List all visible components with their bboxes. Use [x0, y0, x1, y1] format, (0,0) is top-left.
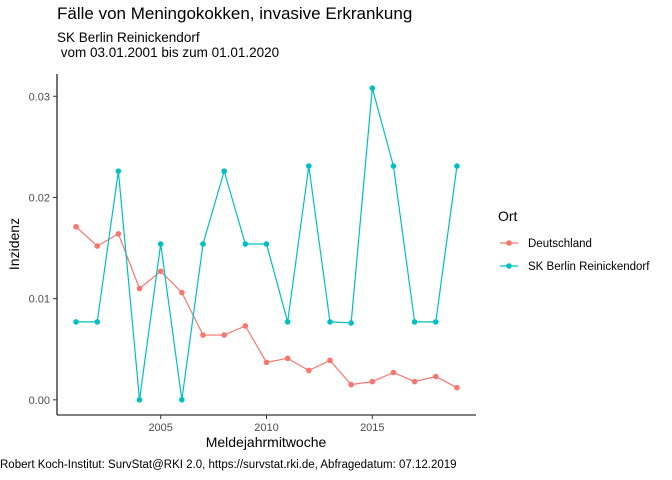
- data-point: [348, 381, 354, 388]
- source-caption: Robert Koch-Institut: SurvStat@RKI 2.0, …: [0, 459, 457, 471]
- legend-label: Deutschland: [528, 238, 592, 250]
- data-point: [73, 319, 79, 325]
- data-point: [411, 378, 418, 385]
- legend-key-point: [506, 263, 512, 269]
- data-point: [200, 241, 206, 247]
- data-point: [348, 320, 354, 326]
- x-tick-label: 2005: [148, 422, 172, 434]
- data-point: [157, 268, 164, 275]
- data-point: [369, 378, 376, 385]
- data-point: [73, 223, 79, 230]
- data-point: [179, 289, 185, 296]
- data-point: [306, 163, 312, 169]
- data-point: [390, 369, 397, 376]
- y-tick-label: 0.00: [29, 395, 50, 407]
- data-point: [94, 243, 101, 249]
- data-point: [454, 163, 460, 169]
- axes: 0.00 0.01 0.02 0.03 2005 2010 2015: [29, 74, 476, 434]
- data-point: [411, 319, 418, 325]
- data-point: [454, 384, 460, 391]
- x-axis-title: Meldejahrmitwoche: [206, 434, 327, 450]
- data-point: [263, 241, 270, 247]
- data-point: [136, 397, 143, 403]
- series-0: [73, 223, 460, 391]
- data-point: [115, 231, 122, 237]
- data-point: [136, 285, 143, 292]
- data-point: [432, 319, 439, 325]
- data-point: [200, 332, 206, 338]
- data-point: [263, 359, 270, 366]
- legend-item: SK Berlin Reinickendorf: [500, 261, 650, 273]
- x-tick-label: 2015: [360, 422, 384, 434]
- y-axis-title: Inzidenz: [6, 218, 22, 270]
- y-tick-label: 0.03: [29, 91, 50, 103]
- chart-subtitle: SK Berlin Reinickendorf vom 03.01.2001 b…: [57, 30, 280, 60]
- data-point: [306, 367, 312, 374]
- data-point: [221, 168, 227, 174]
- legend-item: Deutschland: [500, 238, 592, 250]
- legend-title: Ort: [498, 208, 518, 224]
- data-point: [157, 241, 164, 247]
- data-point: [390, 163, 397, 169]
- data-point: [242, 241, 249, 247]
- data-point: [327, 319, 333, 325]
- legend-label: SK Berlin Reinickendorf: [528, 261, 650, 273]
- legend-key-point: [506, 240, 512, 246]
- data-point: [242, 323, 249, 329]
- data-point: [432, 373, 439, 380]
- data-point: [284, 319, 291, 325]
- data-point: [369, 85, 376, 91]
- data-point: [221, 332, 227, 338]
- chart-marks: [73, 85, 460, 403]
- chart-title: Fälle von Meningokokken, invasive Erkran…: [57, 4, 413, 23]
- y-tick-label: 0.02: [29, 192, 50, 204]
- y-tick-label: 0.01: [29, 294, 50, 306]
- data-point: [284, 355, 291, 362]
- x-tick-label: 2010: [254, 422, 278, 434]
- data-point: [179, 397, 185, 403]
- legend: Ort Deutschland SK Berlin Reinickendorf: [498, 208, 650, 273]
- data-point: [115, 168, 122, 174]
- series-1: [73, 85, 460, 403]
- data-point: [94, 319, 101, 325]
- data-point: [327, 357, 333, 364]
